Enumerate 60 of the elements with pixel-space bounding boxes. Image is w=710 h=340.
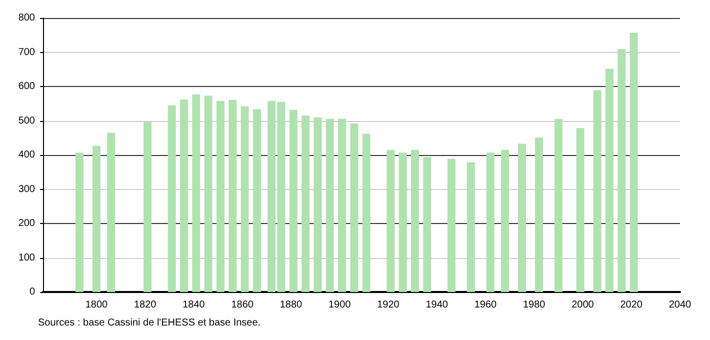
x-tick-label: 2040	[668, 300, 692, 310]
bar	[350, 123, 358, 292]
x-tick-label: 1920	[377, 300, 400, 310]
y-tick-label: 700	[18, 46, 36, 58]
y-tick-label: 600	[18, 81, 36, 92]
bar	[338, 118, 346, 292]
bar	[630, 32, 638, 292]
bar	[75, 152, 84, 292]
bar	[423, 157, 432, 292]
bar	[277, 102, 286, 292]
y-tick-label: 0	[29, 286, 36, 298]
bar	[362, 134, 370, 292]
y-tick-label: 100	[18, 252, 36, 264]
bar	[314, 117, 322, 292]
x-tick-label: 1820	[134, 300, 157, 310]
bar	[228, 100, 237, 292]
bar	[204, 96, 212, 292]
bar	[240, 106, 249, 292]
bar	[168, 105, 176, 292]
bar	[180, 100, 188, 292]
bar	[518, 144, 526, 292]
x-tick-label: 1880	[280, 300, 303, 310]
x-tick-label: 1860	[231, 300, 254, 310]
x-tick-label: 1960	[474, 300, 498, 310]
bar	[466, 162, 475, 292]
bar	[410, 150, 419, 292]
bar	[107, 132, 116, 292]
bar	[500, 150, 509, 292]
bar	[534, 138, 543, 292]
bar	[289, 110, 298, 292]
bar	[326, 118, 334, 292]
y-tick-label: 200	[18, 218, 36, 229]
bar	[398, 152, 407, 292]
y-tick-label: 500	[18, 115, 36, 126]
bar	[252, 109, 261, 292]
bar	[92, 146, 100, 292]
bar	[593, 90, 602, 292]
x-tick-label: 1840	[182, 300, 206, 310]
x-tick-label: 1900	[328, 300, 352, 310]
source-note: Sources : base Cassini de l'EHESS et base Insee.	[38, 318, 261, 328]
bar	[605, 68, 614, 292]
x-tick-label: 1980	[522, 300, 546, 310]
bar	[576, 128, 584, 292]
bar	[268, 100, 276, 292]
bar	[216, 100, 224, 292]
bar	[386, 150, 395, 292]
bar	[144, 122, 152, 292]
x-tick-label: 1940	[426, 300, 448, 310]
y-tick-label: 300	[18, 184, 36, 195]
bar	[486, 152, 494, 292]
x-tick-label: 2020	[620, 300, 643, 310]
x-tick-label: 2000	[572, 300, 594, 310]
bar	[554, 119, 562, 292]
y-tick-label: 800	[18, 12, 36, 24]
x-tick-label: 1800	[85, 300, 108, 310]
bar	[192, 94, 200, 292]
bar	[302, 116, 310, 292]
bar	[618, 49, 626, 292]
y-tick-label: 400	[18, 150, 36, 160]
bar	[447, 158, 456, 292]
